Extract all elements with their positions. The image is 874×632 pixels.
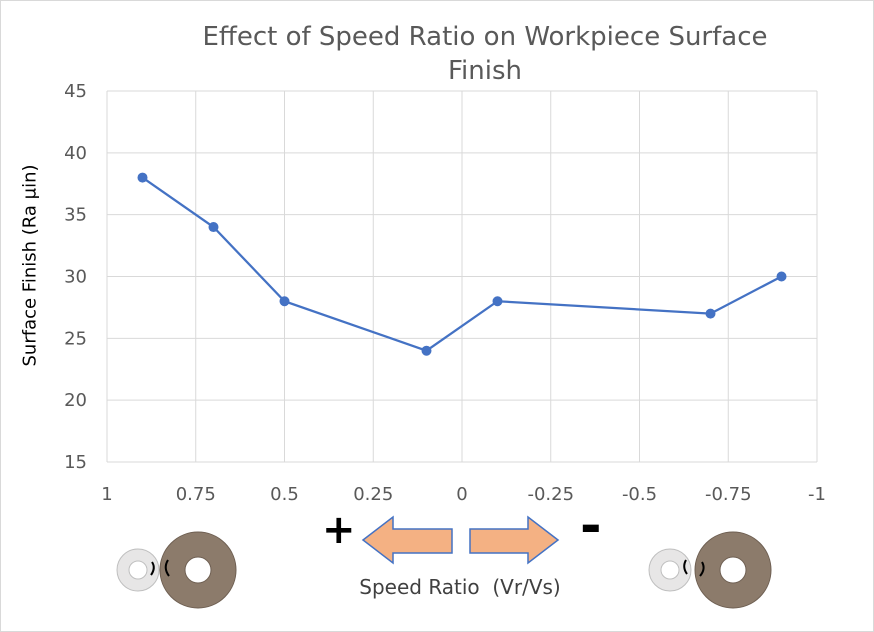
wheel-pair-right-icon bbox=[648, 531, 772, 609]
x-tick-label: 0.75 bbox=[176, 484, 216, 505]
x-axis-label: Speed Ratio (Vr/Vs) bbox=[359, 575, 561, 599]
y-tick-label: 25 bbox=[64, 328, 87, 349]
data-point bbox=[421, 345, 432, 356]
y-tick-label: 35 bbox=[64, 205, 87, 226]
minus-sign: - bbox=[580, 496, 602, 556]
y-ticks: 15 20 25 30 35 40 45 bbox=[64, 81, 87, 473]
x-tick-label: 0.5 bbox=[270, 484, 299, 505]
y-tick-label: 45 bbox=[64, 81, 87, 102]
data-point bbox=[279, 296, 290, 307]
plus-sign: + bbox=[322, 507, 356, 553]
chart-title: Effect of Speed Ratio on Workpiece Surfa… bbox=[150, 20, 820, 88]
data-point bbox=[705, 308, 716, 319]
y-tick-label: 40 bbox=[64, 143, 87, 164]
x-tick-label: -0.5 bbox=[622, 484, 657, 505]
series-group bbox=[137, 172, 787, 356]
data-point bbox=[137, 172, 148, 183]
chart-title-line2: Finish bbox=[447, 56, 522, 86]
y-tick-label: 15 bbox=[64, 452, 87, 473]
x-tick-label: -0.75 bbox=[705, 484, 752, 505]
x-tick-label: 0.25 bbox=[353, 484, 393, 505]
x-tick-label: 1 bbox=[101, 484, 112, 505]
data-point bbox=[208, 222, 219, 233]
grid bbox=[106, 90, 818, 463]
y-tick-label: 20 bbox=[64, 390, 87, 411]
data-point bbox=[492, 296, 503, 307]
x-tick-label: -0.25 bbox=[527, 484, 574, 505]
right-arrow-icon bbox=[469, 515, 560, 565]
data-point bbox=[776, 271, 787, 282]
x-tick-label: 0 bbox=[456, 484, 467, 505]
left-arrow-icon bbox=[361, 515, 453, 565]
wheel-pair-left-icon bbox=[116, 531, 237, 609]
x-tick-label: -1 bbox=[808, 484, 826, 505]
x-ticks: 1 0.75 0.5 0.25 0 -0.25 -0.5 -0.75 -1 bbox=[101, 484, 826, 505]
chart-title-line1: Effect of Speed Ratio on Workpiece Surfa… bbox=[202, 22, 768, 52]
y-tick-label: 30 bbox=[64, 267, 87, 288]
